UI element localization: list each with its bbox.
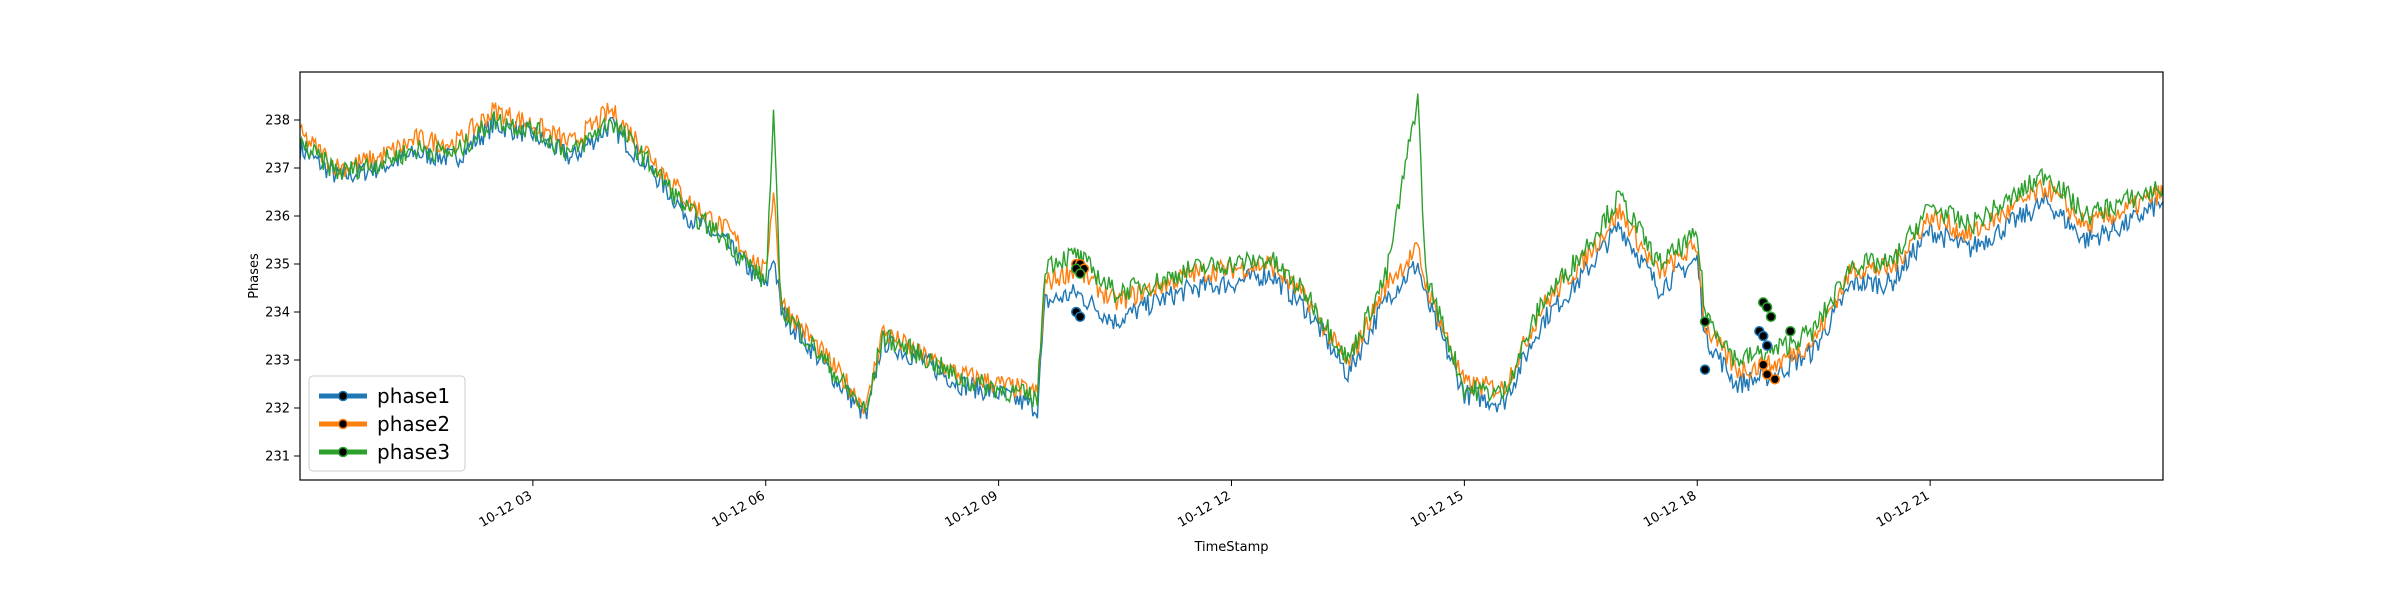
y-tick-label: 234 xyxy=(265,306,290,321)
x-axis-label: TimeStamp xyxy=(1193,540,1268,555)
legend-box xyxy=(308,375,466,472)
series-line-phase1 xyxy=(300,114,2163,420)
x-axis-ticks: 10-12 03 10-12 06 10-12 09 10-12 12 10-12 15… xyxy=(477,480,1932,531)
legend-label-phase3: phase3 xyxy=(377,440,450,464)
marker-point-phase1 xyxy=(1757,330,1769,342)
marker-point-phase1 xyxy=(1074,311,1086,323)
x-tick-label: 10-12 09 xyxy=(943,488,1001,530)
legend-marker-phase3 xyxy=(337,446,349,458)
marker-point-phase1 xyxy=(1761,340,1773,351)
marker-point-phase1 xyxy=(1699,364,1711,375)
y-tick-label: 233 xyxy=(265,354,290,369)
marker-point-phase3 xyxy=(1785,325,1796,337)
series-line-phase2 xyxy=(300,102,2163,415)
y-tick-label: 236 xyxy=(265,210,290,225)
x-tick-label: 10-12 03 xyxy=(477,488,535,530)
y-axis-label: Phases xyxy=(247,253,262,299)
plot-area xyxy=(299,71,2164,481)
y-tick-label: 235 xyxy=(265,258,290,273)
y-tick-label: 238 xyxy=(265,114,290,129)
x-tick-label: 10-12 18 xyxy=(1641,488,1699,530)
x-tick-label: 10-12 21 xyxy=(1874,488,1932,530)
marker-point-phase2 xyxy=(1757,359,1769,371)
marker-point-phase3 xyxy=(1765,311,1777,323)
marker-point-phase2 xyxy=(1769,373,1781,385)
y-tick-label: 232 xyxy=(265,402,290,417)
series-line-phase3 xyxy=(300,93,2163,413)
x-tick-label: 10-12 12 xyxy=(1175,488,1233,530)
marker-point-phase3 xyxy=(1761,301,1773,313)
legend-marker-phase2 xyxy=(337,418,349,430)
y-tick-label: 231 xyxy=(265,450,290,465)
legend-label-phase2: phase2 xyxy=(377,412,450,436)
marker-point-phase3 xyxy=(1699,316,1711,327)
y-tick-label: 237 xyxy=(265,162,290,177)
legend: phase1 phase2 phase3 xyxy=(308,375,466,472)
legend-marker-phase1 xyxy=(337,390,349,402)
x-tick-label: 10-12 15 xyxy=(1408,488,1466,530)
plot-frame xyxy=(299,71,2164,481)
legend-label-phase1: phase1 xyxy=(377,384,450,408)
y-axis-ticks: 231 232 233 234 235 236 237 238 xyxy=(265,114,300,465)
marker-point-phase3 xyxy=(1074,268,1086,279)
x-tick-label: 10-12 06 xyxy=(710,488,768,530)
marker-point-phase2 xyxy=(1761,369,1773,380)
